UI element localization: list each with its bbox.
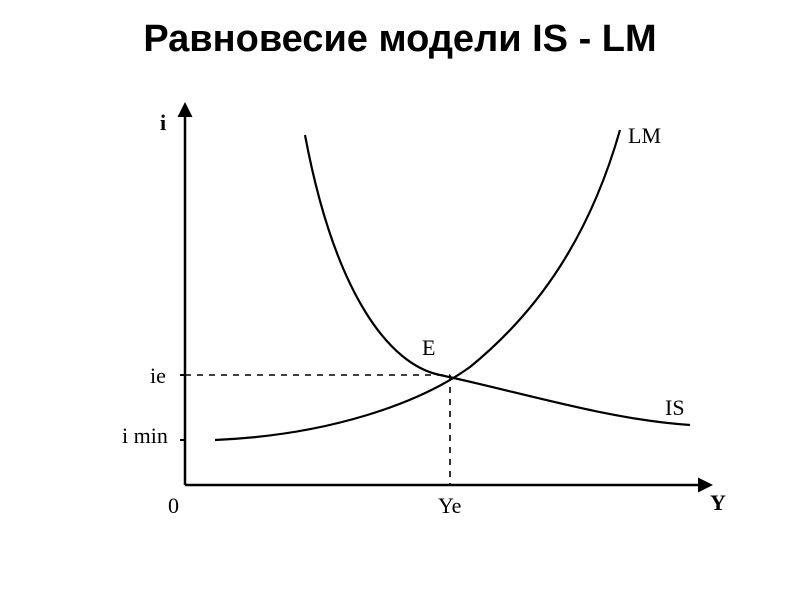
lm-curve [215,130,620,440]
page-title: Равновесие модели IS - LM [0,0,800,65]
is-curve-label: IS [665,395,685,420]
chart-canvas: i Y 0 ie i min Ye E LM IS [50,65,750,545]
is-curve [305,135,690,425]
islm-chart: i Y 0 ie i min Ye E LM IS [0,65,800,545]
imin-label: i min [122,423,168,448]
ie-label: ie [150,363,166,388]
ye-label: Ye [438,493,461,518]
origin-label: 0 [168,493,179,518]
y-axis-label: i [160,110,166,135]
e-point-label: E [422,335,435,360]
lm-curve-label: LM [628,123,661,148]
x-axis-label: Y [710,490,726,515]
